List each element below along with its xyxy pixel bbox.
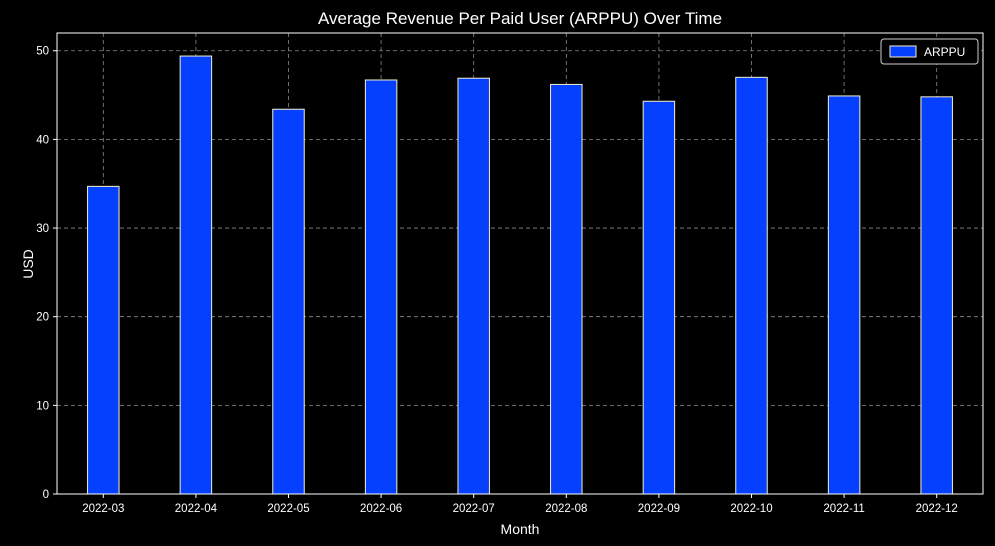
bars (87, 55, 953, 495)
bar-2022-05 (272, 108, 305, 495)
legend: ARPPU (880, 38, 979, 65)
bar-2022-06 (364, 79, 398, 495)
plot-frame (56, 32, 984, 495)
x-tick-label: 2022-05 (267, 503, 309, 515)
chart-title: Average Revenue Per Paid User (ARPPU) Ov… (318, 9, 722, 28)
legend-label: ARPPU (924, 45, 965, 59)
bar-2022-11 (827, 95, 861, 495)
x-tick-label: 2022-06 (360, 503, 402, 515)
x-tick-label: 2022-07 (453, 503, 495, 515)
ticks: 0 10 20 30 40 50 2022-03 2022-04 2022-05 2022-06 2… (36, 46, 958, 515)
bar-2022-12 (920, 96, 953, 495)
bar-2022-03 (87, 185, 120, 495)
x-axis-label: Month (501, 521, 540, 537)
x-tick-label: 2022-12 (916, 503, 958, 515)
x-tick-label: 2022-04 (175, 503, 218, 515)
x-tick-label: 2022-09 (638, 503, 680, 515)
y-tick-label: 10 (36, 400, 49, 412)
legend-box (880, 38, 979, 65)
legend-swatch (889, 45, 917, 58)
bar-2022-07 (457, 77, 490, 495)
y-tick-label: 20 (36, 312, 49, 324)
x-tick-label: 2022-10 (730, 503, 772, 515)
y-tick-label: 30 (36, 223, 49, 235)
y-axis-label: USD (20, 249, 36, 279)
x-tick-label: 2022-03 (82, 503, 124, 515)
y-tick-label: 0 (43, 489, 49, 501)
axes (56, 32, 984, 495)
y-tick-label: 50 (36, 46, 49, 58)
y-tick-label: 40 (36, 134, 49, 146)
bar-2022-10 (735, 76, 768, 495)
x-tick-label: 2022-11 (823, 503, 864, 515)
bar-2022-08 (550, 83, 583, 495)
x-tick-label: 2022-08 (545, 503, 587, 515)
bar-2022-09 (642, 100, 676, 495)
bar-2022-04 (179, 55, 213, 495)
